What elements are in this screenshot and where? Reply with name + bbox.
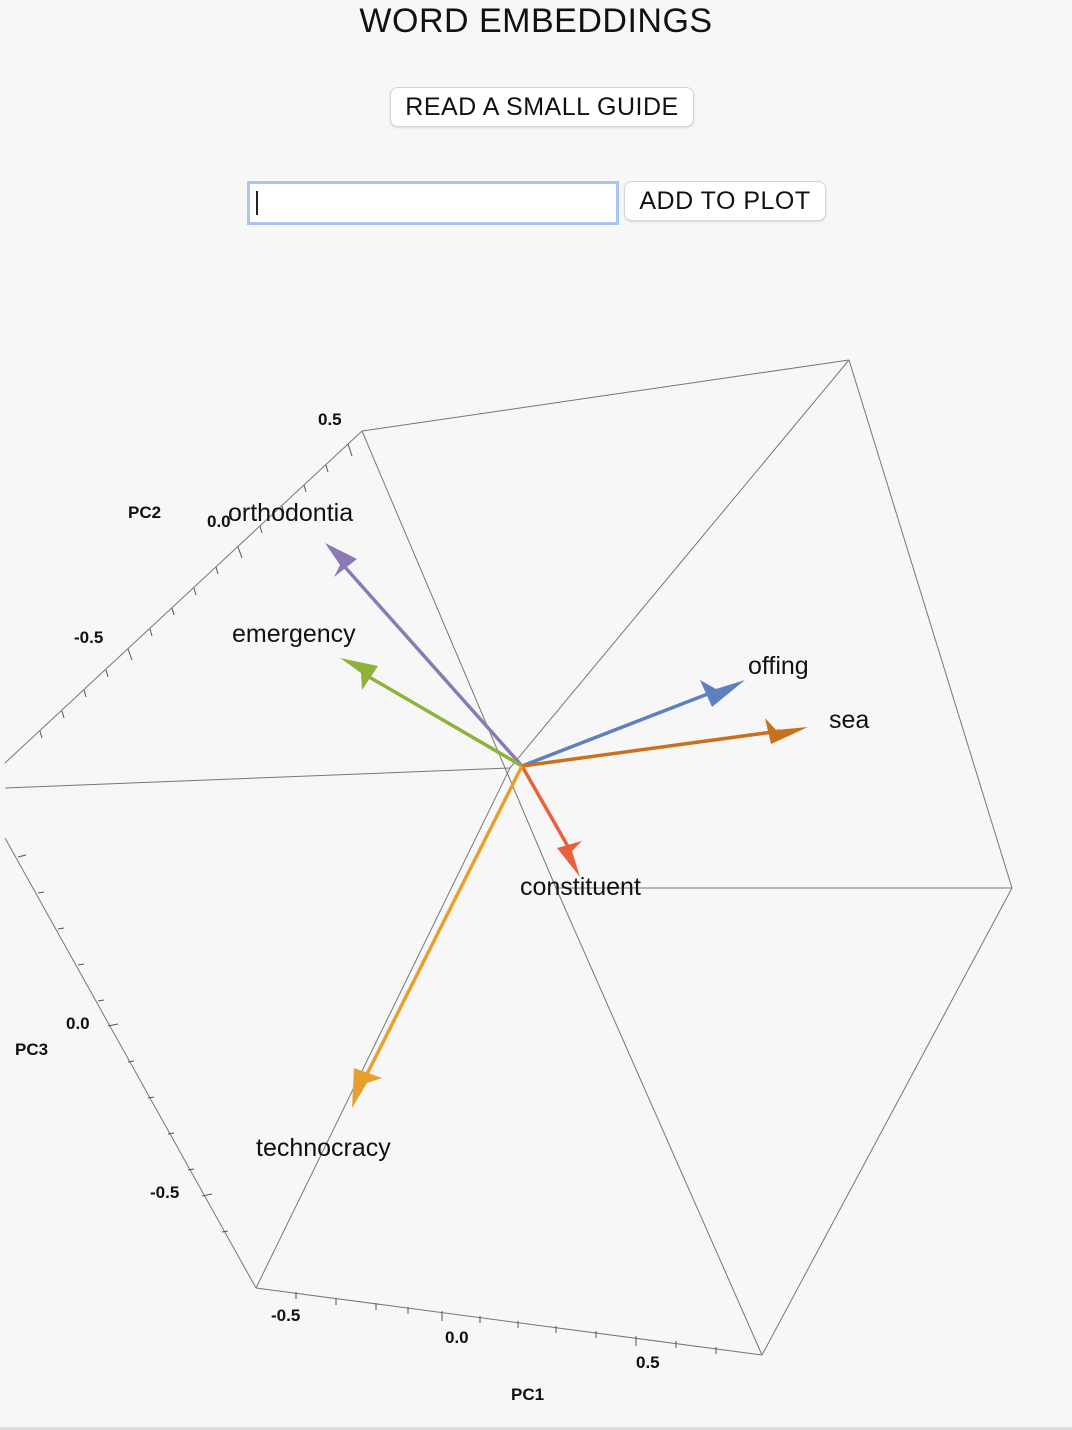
pc1-tick-label: -0.5	[271, 1306, 300, 1325]
vector-orthodontia[interactable]	[325, 543, 524, 768]
pc3-tick-label: 0.0	[66, 1014, 90, 1033]
pc2-tick-label: -0.5	[74, 628, 103, 647]
vector-emergency[interactable]	[340, 658, 523, 768]
pc1-tick-label: 0.5	[636, 1353, 660, 1372]
page-bottom-border	[0, 1427, 1072, 1430]
add-to-plot-button[interactable]: ADD TO PLOT	[624, 181, 826, 221]
page-title: WORD EMBEDDINGS	[359, 2, 713, 40]
pc3-axis-label: PC3	[15, 1040, 48, 1059]
embedding-plot[interactable]: 0.5 0.0 -0.5 0.0 -0.5 -0.5 0.0 0.5 PC2 P…	[0, 240, 1072, 1425]
word-label-constituent: constituent	[520, 873, 641, 901]
pc2-tick-label: 0.0	[207, 512, 231, 531]
pc2-tick-label: 0.5	[318, 410, 342, 429]
vector-constituent[interactable]	[520, 765, 582, 877]
bounding-box	[4, 359, 1013, 1356]
vector-offing[interactable]	[521, 680, 745, 768]
pc1-tick-label: 0.0	[445, 1328, 469, 1347]
vector-technocracy[interactable]	[352, 765, 524, 1108]
word-label-emergency: emergency	[232, 620, 356, 648]
word-label-orthodontia: orthodontia	[228, 499, 353, 527]
word-label-technocracy: technocracy	[256, 1134, 391, 1162]
read-guide-button[interactable]: READ A SMALL GUIDE	[390, 87, 694, 127]
pc3-tick-label: -0.5	[150, 1183, 179, 1202]
text-caret	[256, 191, 258, 215]
word-label-offing: offing	[748, 652, 809, 680]
pc1-axis-label: PC1	[511, 1385, 544, 1404]
vector-sea[interactable]	[521, 718, 808, 768]
axis-labels: PC2 PC3 PC1	[15, 503, 544, 1404]
axis-ticks	[17, 443, 717, 1354]
word-input[interactable]	[247, 181, 619, 225]
axis-tick-labels: 0.5 0.0 -0.5 0.0 -0.5 -0.5 0.0 0.5	[66, 410, 660, 1372]
pc2-axis-label: PC2	[128, 503, 161, 522]
word-label-sea: sea	[829, 706, 869, 734]
